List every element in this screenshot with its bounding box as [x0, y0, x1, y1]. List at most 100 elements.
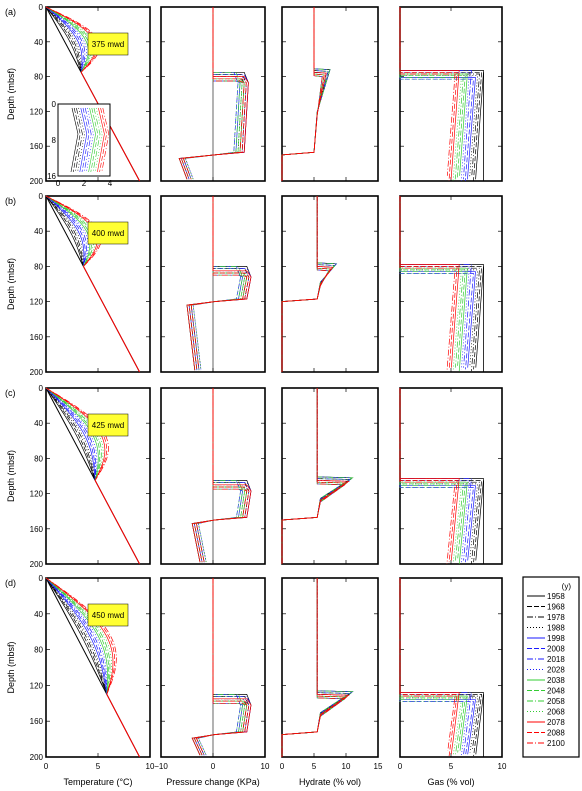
y-tick-label: 200	[30, 560, 44, 569]
gas-series-1988	[399, 388, 478, 559]
water-depth-label: 400 mwd	[92, 229, 124, 238]
y-tick-label: 160	[30, 333, 44, 342]
gas-series-1968	[399, 196, 482, 370]
temperature-series-1968	[45, 387, 96, 481]
water-depth-label-box	[87, 413, 129, 437]
legend-year: 1958	[547, 592, 565, 601]
hydrate-series-2088	[281, 7, 325, 181]
gas-series-2068	[399, 578, 462, 757]
temperature-series-1988	[45, 6, 82, 73]
temperature-series-1968	[45, 195, 84, 267]
gas-series-2018	[399, 578, 472, 755]
panel-row-label: (a)	[5, 7, 16, 17]
gas-series-2018	[399, 7, 472, 180]
temperature-series-1978	[45, 577, 108, 695]
inset-x-tick-label: 2	[82, 179, 87, 188]
hydrate-series-1958	[281, 196, 338, 372]
pressure-series-1958	[191, 578, 252, 756]
hydrate-series-2048	[281, 578, 346, 757]
inset-series-2038	[88, 107, 96, 173]
hydrate-series-2078	[281, 578, 350, 757]
gas-series-1998	[399, 388, 476, 561]
x-tick-label: 5	[312, 762, 317, 771]
inset-series-1958	[70, 107, 79, 173]
depth-axis-label: Depth (mbsf)	[6, 258, 16, 310]
pressure-series-2100	[182, 7, 245, 180]
temperature-series-2100	[45, 195, 102, 267]
temperature-series-2068	[45, 387, 104, 481]
hydrate-series-1998	[281, 578, 346, 757]
gas-series-1958	[399, 196, 484, 368]
pressure-series-2078	[191, 578, 252, 756]
pressure-series-2058	[182, 7, 241, 180]
gas-series-2100	[399, 7, 456, 176]
gas-series-2008	[399, 196, 474, 370]
gas-series-1978	[399, 7, 480, 176]
x-tick-label: 0	[44, 762, 49, 771]
hydrate-series-2038	[281, 578, 348, 757]
x-axis-label: Gas (% vol)	[427, 777, 474, 787]
y-tick-label: 160	[30, 142, 44, 151]
pressure-series-1968	[193, 578, 250, 756]
temperature-series-1998	[45, 577, 108, 695]
y-tick-label: 160	[30, 717, 44, 726]
temperature-series-2068	[45, 577, 112, 695]
temperature-series-2038	[45, 577, 108, 695]
pressure-series-1978	[182, 7, 245, 180]
legend-year: 2038	[547, 676, 565, 685]
legend-year: 2078	[547, 718, 565, 727]
pressure-series-1998	[191, 388, 243, 563]
hydrate-series-2048	[281, 7, 323, 181]
gas-series-1958	[399, 7, 484, 180]
legend-year: 2058	[547, 697, 565, 706]
x-tick-label: 5	[449, 762, 454, 771]
pressure-series-2038	[191, 578, 248, 756]
pressure-series-1988	[192, 196, 246, 371]
temperature-series-2028	[45, 6, 87, 73]
y-tick-label: 40	[34, 38, 43, 47]
inset-series-2088	[99, 107, 107, 173]
temperature-series-2078	[45, 577, 114, 695]
temperature-series-deep	[94, 480, 141, 565]
pressure-series-2028	[192, 196, 250, 371]
gas-series-1988	[399, 578, 478, 753]
gas-series-1978	[399, 578, 480, 751]
panel-row-label: (b)	[5, 196, 16, 206]
hydrate-series-1998	[281, 7, 323, 181]
pressure-series-1978	[190, 196, 248, 371]
hydrate-series-1968	[281, 196, 336, 372]
temperature-series-1958	[45, 387, 96, 481]
gas-series-1968	[399, 578, 483, 757]
y-tick-label: 120	[30, 107, 44, 116]
y-tick-label: 120	[30, 298, 44, 307]
legend-year: 1968	[547, 603, 565, 612]
panel-frame	[281, 195, 379, 373]
pressure-series-2048	[188, 196, 246, 371]
gas-series-2100	[399, 388, 456, 565]
pressure-series-1988	[197, 578, 246, 756]
temperature-series-2018	[45, 577, 108, 695]
legend-unit: (y)	[562, 582, 572, 591]
legend-year: 2008	[547, 645, 565, 654]
y-tick-label: 200	[30, 177, 44, 186]
gas-series-1998	[399, 196, 476, 368]
hydrate-series-2088	[281, 196, 332, 372]
gas-series-1988	[399, 196, 478, 366]
temperature-series-2048	[45, 195, 92, 267]
y-tick-label: 120	[30, 681, 44, 690]
hydrate-series-2100	[281, 578, 346, 757]
inset-y-tick-label: 0	[52, 100, 57, 109]
x-tick-label: 0	[398, 762, 403, 771]
pressure-series-1988	[197, 388, 246, 563]
x-tick-label: 10	[146, 762, 155, 771]
gas-series-2078	[399, 7, 460, 180]
temperature-series-2028	[45, 577, 108, 695]
temperature-series-1998	[45, 6, 83, 73]
hydrate-series-2068	[281, 578, 352, 757]
hydrate-series-2018	[281, 7, 329, 181]
pressure-series-2058	[195, 388, 243, 563]
legend-year: 2100	[547, 739, 565, 748]
gas-series-2018	[399, 196, 472, 368]
panel-frame	[281, 577, 379, 758]
depth-axis-label: Depth (mbsf)	[6, 68, 16, 120]
